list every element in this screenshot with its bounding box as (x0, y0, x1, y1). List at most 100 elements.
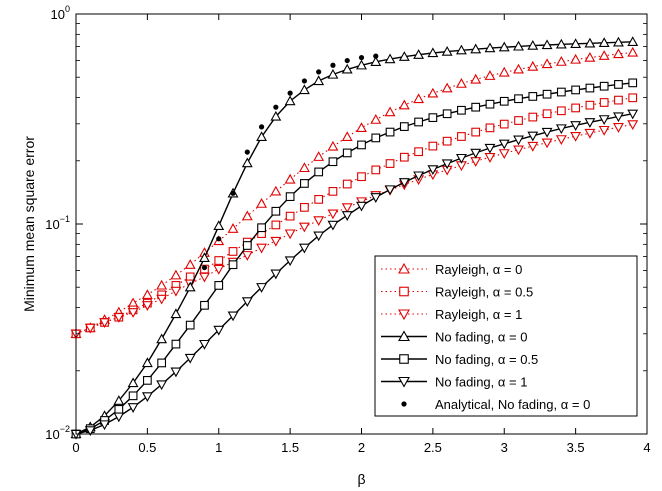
data-point (570, 121, 582, 131)
data-point (613, 36, 624, 47)
data-point (113, 412, 125, 423)
legend-marker (401, 401, 407, 407)
data-point (327, 220, 339, 231)
series-line (75, 123, 633, 335)
data-point (370, 193, 382, 203)
data-point (113, 395, 125, 405)
data-point (156, 279, 168, 290)
legend-entry: No fading, α = 1 (381, 375, 527, 390)
data-point (328, 157, 338, 167)
data-point (270, 269, 282, 280)
y-tick-exponent: −2 (60, 424, 70, 434)
data-point (371, 133, 381, 143)
x-tick-label: 2 (358, 440, 365, 455)
data-point (171, 339, 181, 349)
data-point (628, 93, 638, 103)
data-point (527, 60, 539, 71)
data-point (498, 139, 510, 150)
data-point (614, 80, 623, 89)
data-point (213, 325, 225, 336)
data-point (184, 281, 196, 292)
legend-marker (398, 309, 410, 321)
data-point (441, 45, 453, 56)
data-point (570, 38, 582, 48)
data-point (356, 59, 367, 70)
data-point (313, 75, 325, 86)
data-point (314, 194, 324, 204)
data-point (414, 117, 423, 127)
data-point (427, 87, 439, 98)
x-tick-label: 0.5 (138, 440, 156, 455)
data-point (570, 132, 582, 142)
data-point (528, 112, 538, 122)
data-point (427, 165, 439, 176)
analytical-point (330, 62, 336, 68)
data-point (170, 308, 182, 319)
data-point (541, 58, 553, 69)
legend-label: Rayleigh, α = 0.5 (435, 285, 533, 300)
data-point (455, 44, 467, 55)
data-point (513, 40, 524, 51)
data-point (471, 127, 481, 137)
data-point (455, 78, 467, 88)
data-point (399, 152, 409, 162)
data-point (271, 220, 281, 230)
analytical-point (358, 54, 365, 61)
x-tick-label: 1 (215, 440, 222, 455)
data-point (342, 179, 352, 189)
legend-label: No fading, α = 0.5 (435, 352, 538, 367)
data-point (471, 102, 481, 112)
data-point (542, 89, 552, 99)
data-point (470, 148, 482, 159)
data-point (213, 220, 225, 230)
data-point (399, 122, 409, 131)
x-tick-label: 0 (72, 440, 79, 455)
data-point (127, 403, 139, 413)
data-point (442, 109, 452, 119)
analytical-point (316, 69, 322, 75)
data-point (213, 264, 225, 275)
data-point (584, 118, 596, 128)
data-point (598, 37, 610, 47)
data-point (555, 124, 567, 135)
data-point (313, 216, 325, 227)
data-point (541, 127, 553, 138)
data-point (542, 109, 552, 119)
data-point (584, 37, 596, 48)
data-point (541, 39, 553, 50)
legend-entry: No fading, α = 0 (381, 330, 527, 345)
data-point (613, 112, 624, 123)
data-point (157, 358, 167, 368)
data-point (84, 426, 96, 437)
data-point (141, 301, 153, 311)
y-tick-exponent: −1 (60, 214, 70, 224)
data-point (141, 289, 153, 299)
data-point (285, 192, 295, 202)
data-point (127, 377, 139, 388)
data-point (571, 85, 580, 95)
data-point (298, 222, 310, 233)
data-point (370, 56, 382, 66)
analytical-point (244, 149, 250, 155)
data-point (427, 47, 439, 58)
data-point (298, 243, 310, 254)
x-tick-label: 1.5 (281, 440, 299, 455)
data-point (271, 206, 281, 216)
data-point (185, 320, 195, 330)
data-point (498, 149, 510, 159)
data-point (170, 367, 182, 378)
data-point (313, 151, 325, 161)
data-point (156, 380, 168, 391)
data-point (428, 113, 438, 123)
data-point (256, 283, 268, 293)
data-point (584, 51, 596, 62)
data-point (585, 100, 595, 110)
data-point (357, 140, 366, 150)
data-point (227, 223, 239, 233)
data-point (156, 294, 168, 305)
analytical-point (287, 90, 293, 96)
data-point (298, 162, 310, 173)
data-point (328, 187, 338, 196)
